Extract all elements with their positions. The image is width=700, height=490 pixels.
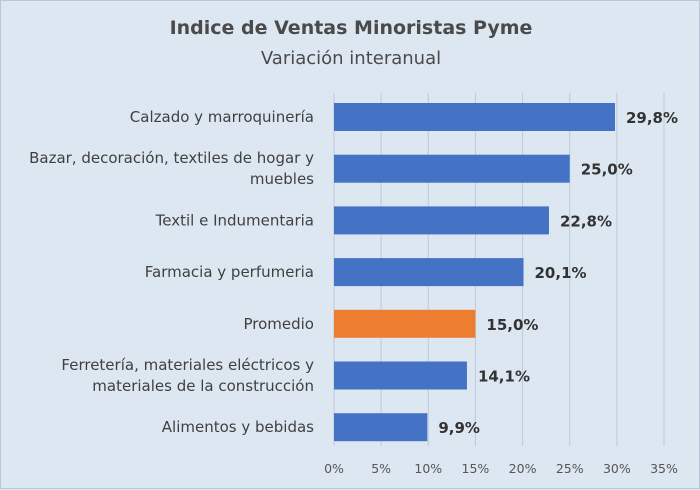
data-label: 14,1% bbox=[478, 368, 530, 386]
category-label: Textil e Indumentaria bbox=[155, 211, 314, 229]
bar bbox=[334, 413, 428, 442]
category-label: Ferretería, materiales eléctricos y bbox=[61, 356, 314, 374]
x-tick-label: 25% bbox=[556, 461, 584, 476]
category-label: Promedio bbox=[243, 315, 314, 333]
category-label: Calzado y marroquinería bbox=[130, 108, 314, 126]
category-label: Bazar, decoración, textiles de hogar y bbox=[29, 149, 314, 167]
x-axis-ticks: 0% 5% 10% 15% 20% 25% 30% 35% bbox=[324, 461, 678, 476]
x-tick-label: 30% bbox=[603, 461, 631, 476]
bar bbox=[334, 103, 615, 131]
x-tick-label: 10% bbox=[414, 461, 442, 476]
category-label: muebles bbox=[250, 170, 314, 188]
category-labels: Calzado y marroquinería Bazar, decoración… bbox=[29, 108, 314, 436]
x-tick-label: 5% bbox=[371, 461, 391, 476]
bar bbox=[334, 361, 467, 390]
bar bbox=[334, 206, 549, 235]
data-label: 25,0% bbox=[581, 161, 633, 179]
x-tick-label: 35% bbox=[650, 461, 678, 476]
chart-title: Indice de Ventas Minoristas Pyme bbox=[170, 17, 533, 39]
bars bbox=[334, 103, 615, 442]
chart-subtitle: Variación interanual bbox=[261, 48, 441, 69]
data-label: 15,0% bbox=[486, 316, 538, 334]
x-tick-label: 15% bbox=[462, 461, 490, 476]
value-labels: 29,8% 25,0% 22,8% 20,1% 15,0% 14,1% 9,9% bbox=[438, 109, 678, 437]
data-label: 9,9% bbox=[438, 419, 480, 437]
category-label: materiales de la construcción bbox=[92, 377, 314, 395]
data-label: 29,8% bbox=[626, 109, 678, 127]
data-label: 20,1% bbox=[535, 264, 587, 282]
category-label: Alimentos y bebidas bbox=[162, 418, 314, 436]
bar bbox=[334, 258, 524, 287]
x-tick-label: 0% bbox=[324, 461, 344, 476]
category-label: Farmacia y perfumeria bbox=[145, 263, 314, 281]
bar bbox=[334, 154, 570, 183]
bar bbox=[334, 309, 476, 338]
x-tick-label: 20% bbox=[509, 461, 537, 476]
data-label: 22,8% bbox=[560, 212, 612, 230]
